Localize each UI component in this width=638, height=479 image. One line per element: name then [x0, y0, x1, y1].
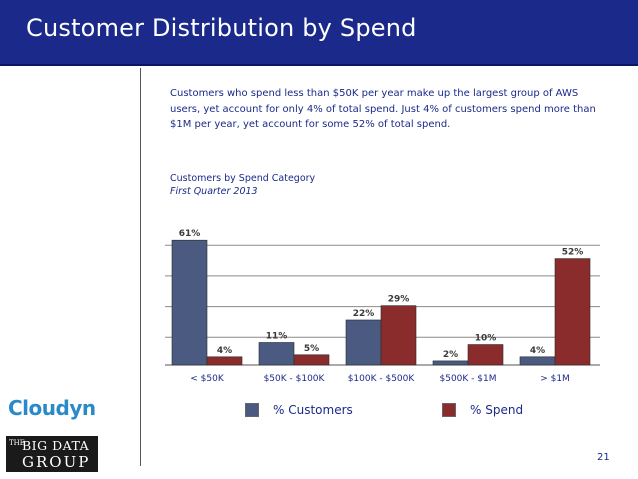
page-number: 21: [597, 452, 610, 463]
bar-spend: [206, 356, 243, 366]
title-bar: Customer Distribution by Spend: [0, 0, 638, 66]
data-label-customers: 11%: [266, 331, 288, 341]
bar-customers: [258, 342, 295, 366]
vertical-divider: [140, 68, 141, 466]
data-label-customers: 2%: [443, 350, 458, 360]
brand-line2: GROUP: [22, 453, 91, 471]
legend-spend-label: % Spend: [470, 403, 524, 417]
bar-customers: [171, 239, 208, 366]
bar-spend: [293, 354, 330, 366]
chart-title: Customers by Spend Category: [170, 173, 316, 184]
legend-customers: % Customers: [245, 403, 353, 417]
intro-text: Customers who spend less than $50K per y…: [170, 88, 596, 130]
bar-chart: 61% 4% < $50K 11% 5% $50K - $100K 22% 29% $100K …: [165, 229, 600, 384]
bar-customers: [345, 319, 382, 366]
legend-customers-label: % Customers: [273, 403, 353, 417]
legend-spend: % Spend: [442, 403, 523, 417]
brand-line1: BIG DATA: [22, 438, 90, 453]
x-tick-label: > $1M: [540, 374, 570, 384]
data-label-customers: 4%: [530, 346, 545, 356]
x-tick-label: $100K - $500K: [348, 374, 416, 384]
legend-customers-swatch: [245, 403, 259, 417]
brand-the: THE: [9, 439, 25, 447]
x-tick-label: $50K - $100K: [264, 374, 326, 384]
data-label-spend: 10%: [475, 334, 497, 344]
bar-customers: [432, 360, 469, 366]
slide-title: Customer Distribution by Spend: [26, 14, 417, 42]
bar-spend: [467, 344, 504, 366]
chart-heading: Customers by Spend Category First Quarte…: [170, 172, 315, 198]
bar-spend: [380, 305, 417, 366]
data-label-spend: 4%: [217, 346, 232, 356]
big-data-group-logo: THE BIG DATA GROUP: [6, 436, 98, 472]
cloudyn-logo: Cloudyn: [8, 396, 96, 420]
data-label-spend: 5%: [304, 344, 319, 354]
legend-spend-swatch: [442, 403, 456, 417]
x-tick-label: $500K - $1M: [440, 374, 497, 384]
bar-spend: [554, 258, 591, 366]
chart-subtitle: First Quarter 2013: [170, 186, 258, 197]
data-label-customers: 22%: [353, 309, 375, 319]
data-label-spend: 29%: [388, 295, 410, 305]
x-tick-label: < $50K: [190, 374, 225, 384]
bar-customers: [519, 356, 556, 366]
data-label-customers: 61%: [179, 229, 201, 239]
data-label-spend: 52%: [562, 248, 584, 258]
